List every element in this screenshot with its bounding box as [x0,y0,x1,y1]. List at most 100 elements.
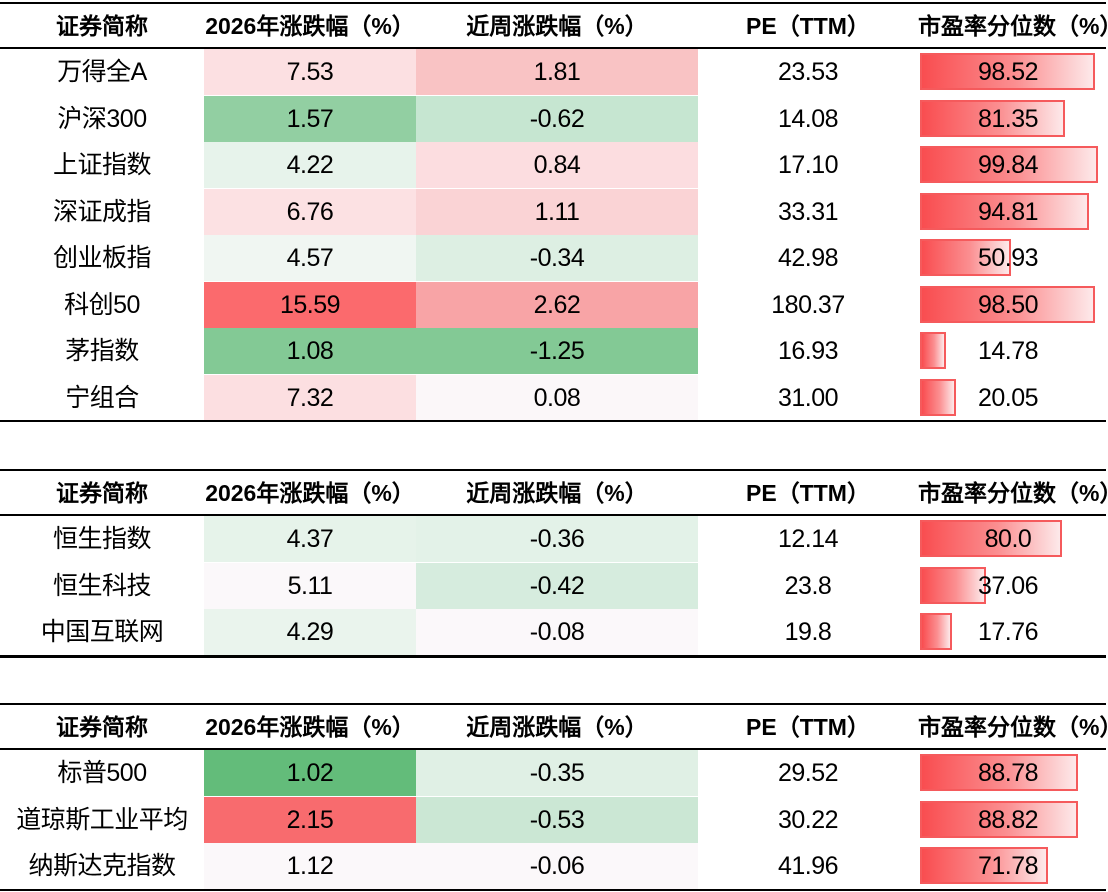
weekly-change-cell: -0.06 [416,843,698,889]
security-name: 沪深300 [57,104,147,133]
weekly-change-cell: -0.08 [416,609,698,655]
table-row: 恒生科技 5.11 -0.42 23.8 37.06 [0,562,1106,609]
security-name: 上证指数 [52,151,152,179]
ytd-change-cell: 1.08 [204,328,416,374]
ytd-change-cell: 7.53 [204,49,416,95]
table-row: 上证指数 4.22 0.84 17.10 99.84 [0,142,1106,188]
column-header: 市盈率分位数（%） [918,480,1108,506]
pe-percentile-value: 88.78 [977,759,1039,787]
weekly-change-cell: 1.81 [416,49,698,95]
pe-percentile-value: 20.05 [977,383,1039,412]
weekly-change-cell: 2.62 [416,281,698,328]
column-header: PE（TTM） [746,13,870,39]
ytd-change-cell: 6.76 [204,188,416,235]
column-header: PE（TTM） [746,714,870,740]
ytd-change-cell: 1.57 [204,95,416,142]
ytd-change-cell: 4.57 [204,235,416,281]
pe-percentile-value: 81.35 [977,104,1039,133]
security-name: 万得全A [57,58,147,86]
table-row: 万得全A 7.53 1.81 23.53 98.52 [0,49,1106,95]
column-header: 近周涨跌幅（%） [466,480,648,506]
weekly-change-cell: -0.34 [416,235,698,281]
table-row: 纳斯达克指数 1.12 -0.06 41.96 71.78 [0,843,1106,889]
percentile-bar [920,613,952,650]
ytd-change-cell: 4.22 [204,142,416,188]
weekly-change-cell: -0.62 [416,95,698,142]
section-bottom-rule [0,888,1106,891]
security-name: 纳斯达克指数 [28,852,176,880]
column-header: 近周涨跌幅（%） [466,13,648,39]
ytd-change-cell: 4.37 [204,516,416,562]
header-rule [0,47,1106,49]
column-header: 证券简称 [56,13,148,39]
percentile-bar [920,378,956,416]
security-name: 创业板指 [52,244,152,272]
security-name: 道琼斯工业平均 [16,805,188,834]
security-name: 深证成指 [52,197,152,226]
pe-percentile-value: 94.81 [977,197,1039,226]
header-rule [0,748,1106,750]
security-name: 宁组合 [65,383,139,412]
pe-percentile-value: 99.84 [977,151,1039,179]
pe-ttm-cell: 12.14 [777,525,839,553]
column-header: 市盈率分位数（%） [918,714,1108,740]
percentile-bar [920,53,1095,90]
column-header: 2026年涨跌幅（%） [205,13,415,39]
pe-percentile-value: 50.93 [977,244,1039,272]
header-row: 证券简称 2026年涨跌幅（%） 近周涨跌幅（%） PE（TTM） 市盈率分位数（%） [0,470,1108,516]
percentile-bar [920,146,1098,183]
pe-ttm-cell: 23.53 [777,58,839,86]
security-name: 恒生科技 [52,571,152,600]
column-header: 近周涨跌幅（%） [466,714,648,740]
pe-percentile-value: 17.76 [977,618,1039,646]
weekly-change-cell: -0.35 [416,750,698,796]
ytd-change-cell: 1.12 [204,843,416,889]
table-row: 宁组合 7.32 0.08 31.00 20.05 [0,374,1106,421]
ytd-change-cell: 1.02 [204,750,416,796]
pe-percentile-value: 88.82 [977,805,1039,834]
percentile-bar [920,192,1089,230]
table-row: 科创50 15.59 2.62 180.37 98.50 [0,281,1106,328]
percentile-bar [920,800,1078,838]
security-name: 科创50 [64,290,140,319]
section-bottom-rule [0,420,1106,422]
pe-ttm-cell: 19.8 [784,618,832,646]
weekly-change-cell: 0.84 [416,142,698,188]
table-row: 标普500 1.02 -0.35 29.52 88.78 [0,750,1106,796]
pe-ttm-cell: 31.00 [777,383,839,412]
header-rule [0,514,1106,516]
pe-ttm-cell: 29.52 [777,759,839,787]
weekly-change-cell: 1.11 [416,188,698,235]
section-bottom-rule [0,654,1106,657]
weekly-change-cell: -0.36 [416,516,698,562]
pe-ttm-cell: 33.31 [777,197,839,226]
pe-ttm-cell: 180.37 [771,290,845,319]
pe-ttm-cell: 23.8 [784,571,832,600]
column-header: 证券简称 [56,480,148,506]
percentile-bar [920,99,1065,137]
percentile-bar [920,566,986,604]
weekly-change-cell: 0.08 [416,374,698,421]
weekly-change-cell: -0.42 [416,562,698,609]
ytd-change-cell: 15.59 [204,281,416,328]
header-row: 证券简称 2026年涨跌幅（%） 近周涨跌幅（%） PE（TTM） 市盈率分位数（%） [0,3,1108,49]
security-name: 茅指数 [65,337,139,365]
table-row: 恒生指数 4.37 -0.36 12.14 80.0 [0,516,1106,562]
table-row: 深证成指 6.76 1.11 33.31 94.81 [0,188,1106,235]
security-name: 中国互联网 [40,618,164,646]
security-name: 恒生指数 [52,525,152,553]
pe-percentile-value: 37.06 [977,571,1039,600]
ytd-change-cell: 2.15 [204,796,416,843]
table-row: 创业板指 4.57 -0.34 42.98 50.93 [0,235,1106,281]
weekly-change-cell: -0.53 [416,796,698,843]
percentile-bar [920,239,1011,276]
table-row: 道琼斯工业平均 2.15 -0.53 30.22 88.82 [0,796,1106,843]
percentile-bar [920,847,1048,884]
ytd-change-cell: 7.32 [204,374,416,421]
column-header: PE（TTM） [746,480,870,506]
percentile-bar [920,520,1062,557]
pe-percentile-value: 80.0 [984,525,1032,553]
percentile-bar [920,332,946,369]
percentile-bar [920,285,1095,323]
ytd-change-cell: 4.29 [204,609,416,655]
